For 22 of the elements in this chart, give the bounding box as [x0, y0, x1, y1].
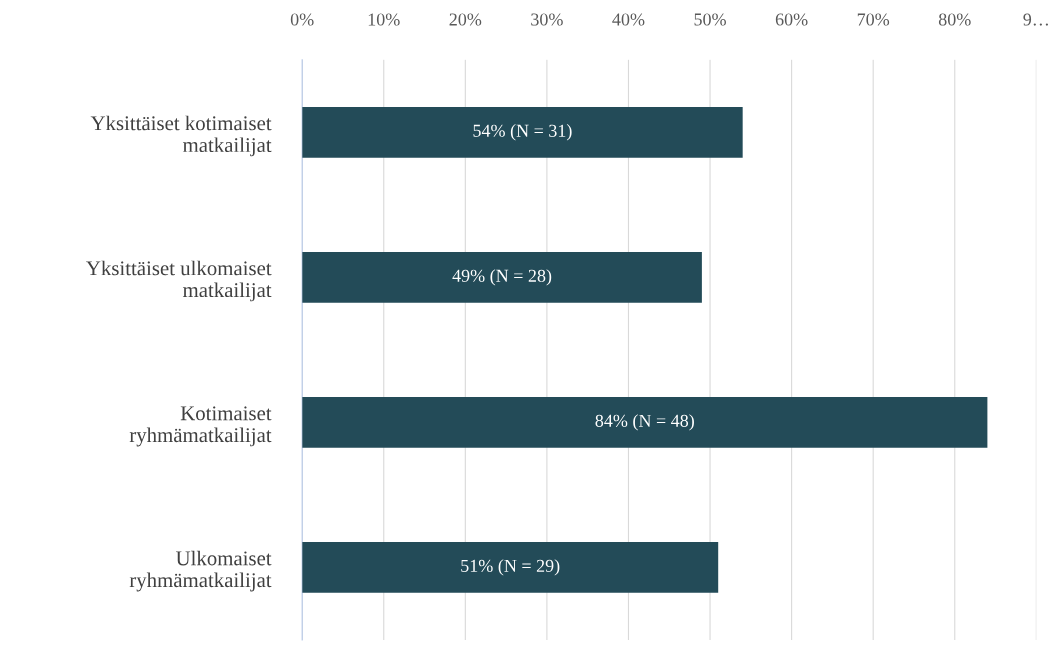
x-tick-label: 50% — [694, 13, 726, 26]
x-tick-label: 10% — [368, 13, 400, 26]
data-label: 51% (N = 29) — [461, 559, 560, 576]
y-tick-label: Yksittäiset kotimaiset matkailijat — [90, 115, 272, 157]
bar — [302, 106, 743, 158]
x-tick-label: 0% — [290, 13, 314, 26]
x-tick-label: 60% — [775, 13, 808, 26]
bar — [302, 251, 702, 303]
x-tick-label: 30% — [531, 13, 563, 26]
x-tick-label: 40% — [612, 13, 645, 26]
data-label: 49% (N = 28) — [452, 269, 552, 286]
x-tick-label: 20% — [449, 13, 482, 26]
bar — [302, 542, 719, 593]
y-tick-label: Ulkomaiset ryhmämatkailijat — [129, 550, 272, 592]
x-tick-label: 9… — [1023, 13, 1048, 26]
data-label: 54% (N = 31) — [473, 124, 572, 141]
x-tick-label: 80% — [938, 13, 971, 26]
bar — [302, 396, 988, 448]
y-tick-label: Kotimaiset ryhmämatkailijat — [129, 406, 272, 447]
y-tick-label: Yksittäiset ulkomaiset matkailijat — [86, 260, 272, 302]
x-tick-label: 70% — [857, 13, 890, 26]
data-label: 84% (N = 48) — [595, 414, 694, 431]
